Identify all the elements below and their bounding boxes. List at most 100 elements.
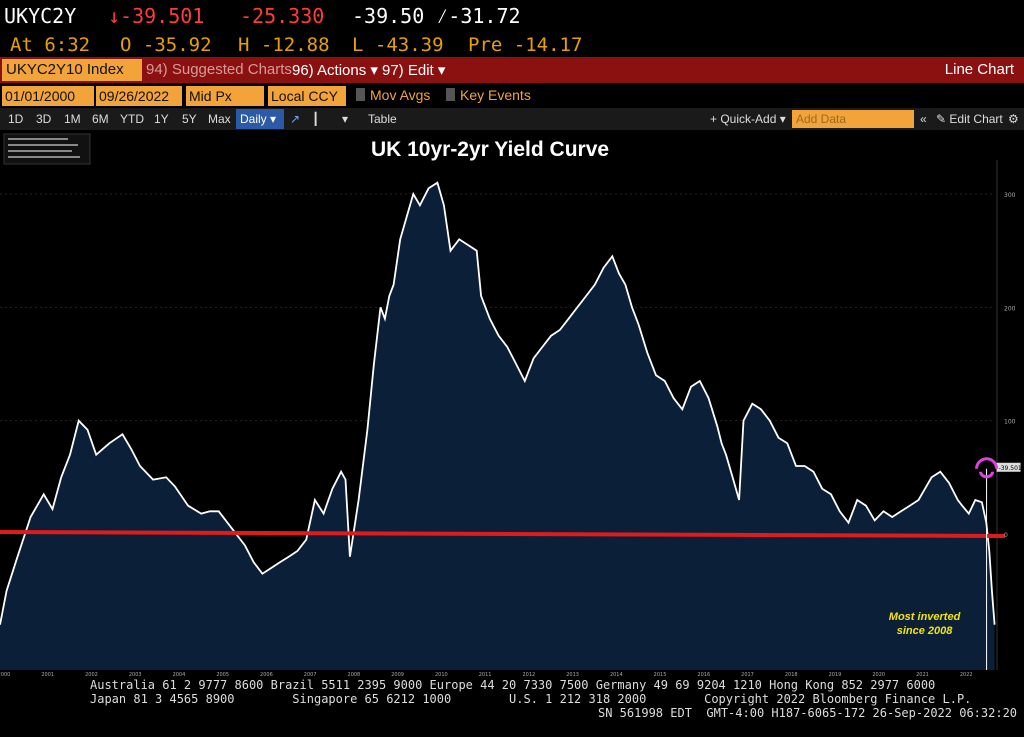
ticker-symbol: UKYC2Y <box>4 4 77 28</box>
price-field-select[interactable]: Mid Px <box>186 86 264 106</box>
gear-icon[interactable]: ⚙ <box>1008 112 1019 126</box>
x-tick-label: 2019 <box>829 672 842 676</box>
checkbox-icon <box>446 88 455 101</box>
annotation-text: Most inverted since 2008 <box>889 611 961 637</box>
x-tick-label: 2008 <box>348 672 361 676</box>
footer-contacts-2: Japan 81 3 4565 8900 Singapore 65 6212 1… <box>90 692 972 706</box>
settings-bar: 01/01/2000 09/26/2022 Mid Px Local CCY M… <box>0 84 1024 108</box>
end-date-field[interactable]: 09/26/2022 <box>96 86 182 106</box>
high-price: H -12.88 <box>238 34 330 56</box>
mov-avgs-toggle[interactable]: Mov Avgs <box>356 87 430 103</box>
suggested-charts-menu[interactable]: 94) Suggested Charts <box>146 61 292 78</box>
checkbox-icon <box>356 88 365 101</box>
x-tick-label: 2016 <box>697 672 710 676</box>
legend-entry <box>8 144 78 146</box>
key-events-toggle[interactable]: Key Events <box>446 87 531 103</box>
last-value-text: -39.501 <box>999 465 1022 472</box>
last-value-box <box>996 462 1021 472</box>
x-tick-label: 2000 <box>0 672 10 676</box>
quick-add-button[interactable]: + Quick-Add ▾ <box>710 112 786 126</box>
period-ytd[interactable]: YTD <box>120 112 144 126</box>
security-field[interactable]: UKYC2Y10 Index <box>2 59 142 81</box>
chevron-down-icon[interactable]: ▾ <box>342 112 349 126</box>
marker-arc <box>975 457 999 469</box>
period-bar: 1D 3D 1M 6M YTD 1Y 5Y Max Daily ▾ ↗ ┃ ▾ … <box>0 108 1024 130</box>
key-events-label: Key Events <box>460 87 531 103</box>
y-tick-label: 200 <box>1004 305 1016 312</box>
line-chart-icon[interactable]: ↗ <box>290 112 301 126</box>
start-date-field[interactable]: 01/01/2000 <box>2 86 94 106</box>
period-6m[interactable]: 6M <box>92 112 109 126</box>
last-value-label: -39.501 <box>986 462 1022 670</box>
series-line <box>0 181 996 625</box>
x-tick-label: 2002 <box>85 672 98 676</box>
x-tick-label: 2018 <box>785 672 798 676</box>
footer-session: SN 561998 EDT GMT-4:00 H187-6065-172 26-… <box>598 706 1018 720</box>
quote-header: UKYC2Y ↓-39.501 -25.330 -39.50 ⁄-31.72 <box>0 2 1024 30</box>
low-price: L -43.39 <box>352 34 444 56</box>
function-bar: UKYC2Y10 Index 94) Suggested Charts 96) … <box>0 57 1024 83</box>
x-tick-label: 2013 <box>566 672 579 676</box>
quote-time: At 6:32 <box>10 34 91 56</box>
legend-entry <box>8 150 72 152</box>
x-tick-label: 2006 <box>260 672 273 676</box>
area-fill <box>0 182 995 670</box>
edit-chart-button[interactable]: ✎ Edit Chart <box>936 112 1003 126</box>
period-max[interactable]: Max <box>208 112 231 126</box>
y-tick-label: 300 <box>1004 192 1016 199</box>
open-price: O -35.92 <box>120 34 212 56</box>
last-price: ↓-39.501 <box>108 4 205 28</box>
edit-menu[interactable]: 97) Edit ▾ <box>382 62 446 79</box>
x-tick-label: 2003 <box>129 672 142 676</box>
edit-chart-label: Edit Chart <box>949 112 1003 126</box>
chart-title: UK 10yr-2yr Yield Curve <box>371 138 609 161</box>
footer-contacts-1: Australia 61 2 9777 8600 Brazil 5511 239… <box>90 678 936 692</box>
period-3d[interactable]: 3D <box>36 112 52 126</box>
annotation-line: since 2008 <box>897 625 954 637</box>
x-axis-ticks: 2000 2001 2002 2003 2004 2005 2006 2007 2008 2009… <box>0 672 973 676</box>
footer: Australia 61 2 9777 8600 Brazil 5511 239… <box>0 676 1024 737</box>
currency-select[interactable]: Local CCY <box>268 86 346 106</box>
bar-chart-icon[interactable]: ┃ <box>312 112 320 126</box>
frequency-select[interactable]: Daily ▾ <box>236 109 284 129</box>
x-tick-label: 2022 <box>960 672 973 676</box>
legend-entry <box>8 156 80 158</box>
annotation-line: Most inverted <box>889 611 961 623</box>
x-tick-label: 2014 <box>610 672 623 676</box>
marker-arc <box>979 471 995 479</box>
mov-avgs-label: Mov Avgs <box>370 87 431 103</box>
x-tick-label: 2009 <box>391 672 404 676</box>
y-tick-label: 100 <box>1004 419 1016 426</box>
x-tick-label: 2010 <box>435 672 448 676</box>
yield-curve-chart: 2000200120022003200420052006200720082009… <box>0 130 1024 676</box>
x-tick-label: 2020 <box>872 672 885 676</box>
x-tick-label: 2001 <box>41 672 54 676</box>
period-1d[interactable]: 1D <box>8 112 24 126</box>
prev-close: Pre -14.17 <box>468 34 583 56</box>
period-1m[interactable]: 1M <box>64 112 81 126</box>
x-tick-label: 2021 <box>916 672 929 676</box>
table-button[interactable]: Table <box>368 112 397 126</box>
period-5y[interactable]: 5Y <box>182 112 197 126</box>
bid-ask: -39.50 ⁄-31.72 <box>352 4 521 28</box>
zero-reference-line <box>0 530 1006 538</box>
net-change: -25.330 <box>240 4 325 28</box>
x-tick-label: 2004 <box>173 672 186 676</box>
x-tick-label: 2007 <box>304 672 317 676</box>
add-data-field[interactable]: Add Data <box>792 110 914 128</box>
inversion-marker-icon <box>975 457 999 479</box>
actions-menu[interactable]: 96) Actions ▾ <box>292 62 378 79</box>
legend <box>3 133 91 165</box>
y-axis-ticks: 300 200 100 0 <box>1004 192 1016 539</box>
chart-type-label: Line Chart <box>944 61 1014 78</box>
x-tick-label: 2011 <box>479 672 492 676</box>
x-tick-label: 2012 <box>522 672 535 676</box>
collapse-icon[interactable]: « <box>920 112 927 126</box>
quote-stats: At 6:32 O -35.92 H -12.88 L -43.39 Pre -… <box>0 32 1024 56</box>
x-tick-label: 2017 <box>741 672 754 676</box>
y-tick-label: 0 <box>1004 532 1008 539</box>
period-1y[interactable]: 1Y <box>154 112 169 126</box>
legend-entry <box>8 138 68 140</box>
x-tick-label: 2005 <box>216 672 229 676</box>
x-tick-label: 2015 <box>654 672 667 676</box>
